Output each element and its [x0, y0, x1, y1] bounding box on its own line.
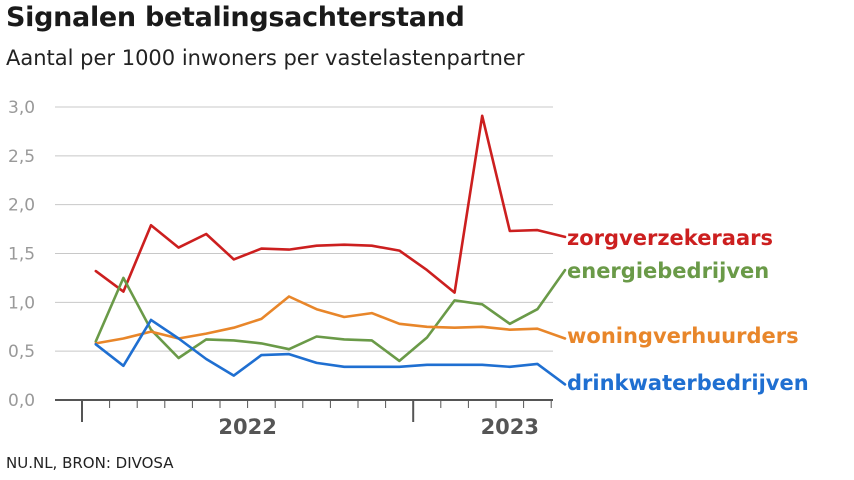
- y-tick-label: 0,5: [8, 342, 35, 362]
- series-line-energiebedrijven: [94, 268, 567, 363]
- y-tick-label: 2,5: [8, 147, 35, 167]
- y-tick-label: 1,0: [8, 293, 35, 313]
- series-label-woningverhuurders: woningverhuurders: [567, 324, 799, 348]
- series-label-energiebedrijven: energiebedrijven: [567, 259, 769, 283]
- chart-subtitle: Aantal per 1000 inwoners per vastelasten…: [6, 46, 525, 70]
- series-label-zorgverzekeraars: zorgverzekeraars: [567, 226, 773, 250]
- y-tick-label: 1,5: [8, 245, 35, 265]
- x-year-label: 2022: [218, 415, 276, 439]
- y-tick-label: 3,0: [8, 98, 35, 118]
- y-tick-label: 0,0: [8, 391, 35, 411]
- series-line-woningverhuurders: [94, 295, 567, 345]
- x-year-label: 2023: [481, 415, 539, 439]
- chart-title: Signalen betalingsachterstand: [6, 2, 465, 33]
- series-label-drinkwaterbedrijven: drinkwaterbedrijven: [567, 371, 809, 395]
- series-line-drinkwaterbedrijven: [94, 318, 567, 386]
- y-tick-label: 2,0: [8, 196, 35, 216]
- source-credit: NU.NL, BRON: DIVOSA: [6, 454, 174, 472]
- series-line-zorgverzekeraars: [94, 114, 567, 294]
